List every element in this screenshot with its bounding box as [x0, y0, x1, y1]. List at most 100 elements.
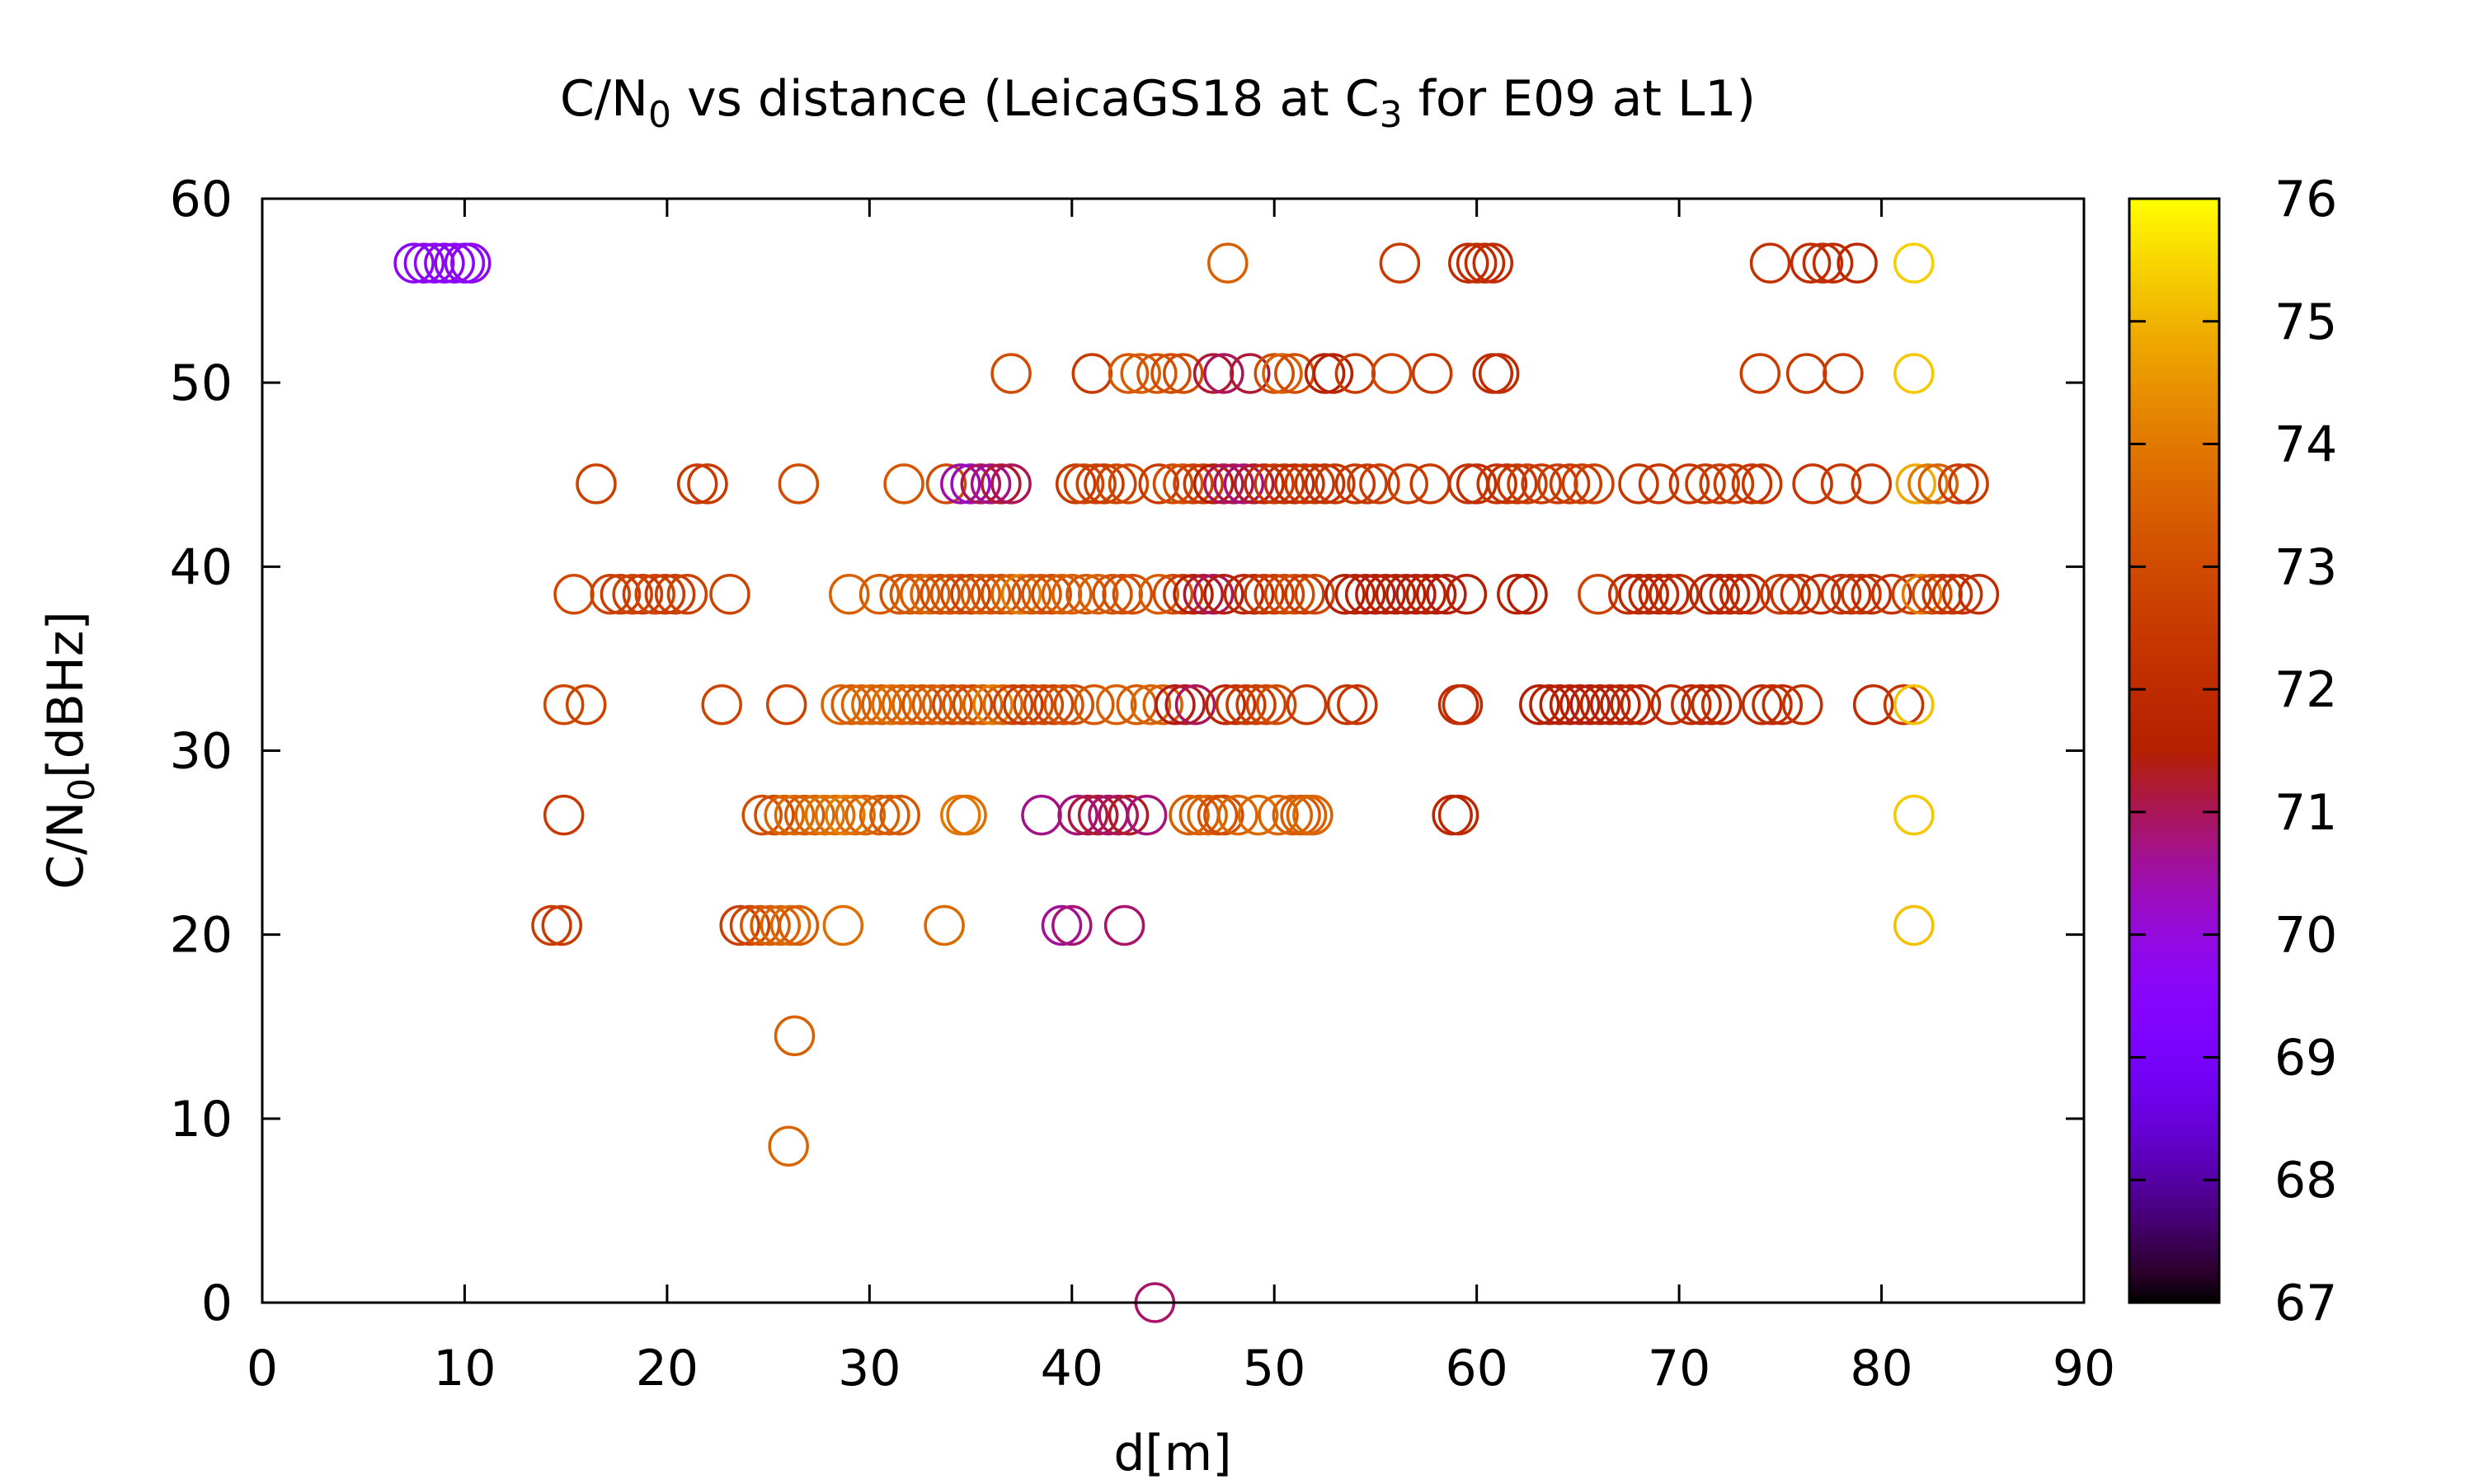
data-point	[851, 683, 892, 726]
data-point	[709, 574, 750, 615]
data-point	[1752, 683, 1793, 726]
data-point	[1938, 463, 1979, 505]
data-point	[1521, 463, 1562, 505]
data-point	[1063, 463, 1105, 505]
data-point	[925, 463, 967, 505]
data-point	[1284, 574, 1325, 615]
data-point	[1739, 353, 1781, 394]
data-point	[1173, 463, 1214, 505]
data-point	[889, 574, 931, 615]
data-point	[1021, 574, 1062, 615]
data-point	[869, 794, 910, 836]
data-point	[1958, 574, 2000, 615]
data-point	[1442, 683, 1484, 726]
data-point	[1529, 683, 1570, 726]
data-point	[1883, 683, 1925, 726]
data-point	[1031, 574, 1072, 615]
data-point	[899, 574, 941, 615]
data-point	[1749, 242, 1791, 284]
data-point	[1638, 574, 1680, 615]
x-tick-label: 50	[1243, 1340, 1305, 1397]
data-point	[821, 683, 862, 726]
data-point	[1108, 463, 1150, 505]
data-point	[1164, 683, 1206, 726]
data-point	[1136, 353, 1178, 394]
data-point	[1103, 904, 1145, 946]
data-point	[1075, 463, 1117, 505]
data-point	[768, 1125, 809, 1167]
data-point	[1820, 463, 1862, 505]
data-point	[1233, 574, 1275, 615]
data-point	[1579, 683, 1621, 726]
data-point	[940, 463, 981, 505]
data-point	[1618, 574, 1659, 615]
data-point	[1689, 574, 1730, 615]
data-point	[835, 794, 876, 836]
data-point	[1292, 794, 1333, 836]
data-point	[1126, 794, 1168, 836]
data-point	[1446, 574, 1488, 615]
data-point	[1258, 794, 1299, 836]
data-point	[1871, 574, 1912, 615]
data-point	[1948, 463, 1989, 505]
data-point	[1304, 353, 1346, 394]
data-point	[1337, 683, 1378, 726]
data-point	[952, 683, 994, 726]
data-points	[393, 242, 2000, 1323]
data-point	[1263, 574, 1305, 615]
data-point	[450, 242, 492, 284]
data-point	[942, 683, 983, 726]
data-point	[1456, 463, 1498, 505]
data-point	[1284, 463, 1325, 505]
data-point	[1237, 794, 1279, 836]
data-point	[960, 574, 1002, 615]
data-point	[1065, 574, 1107, 615]
data-point	[1057, 794, 1098, 836]
data-point	[1573, 463, 1615, 505]
data-point	[940, 574, 981, 615]
data-point	[1837, 242, 1878, 284]
data-point	[1294, 574, 1336, 615]
data-point	[1507, 463, 1548, 505]
data-point	[1852, 683, 1894, 726]
data-point	[1395, 574, 1437, 615]
data-point	[972, 683, 1014, 726]
data-point	[1041, 574, 1083, 615]
data-point	[1183, 574, 1225, 615]
data-point	[1051, 574, 1093, 615]
data-point	[1600, 683, 1641, 726]
data-point	[1053, 683, 1094, 726]
data-point	[1699, 463, 1740, 505]
data-point	[1108, 353, 1150, 394]
data-point	[1084, 463, 1125, 505]
data-point	[1077, 794, 1119, 836]
y-tick-label: 40	[170, 538, 233, 596]
data-point	[644, 574, 686, 615]
data-point	[553, 574, 595, 615]
data-point	[1507, 574, 1548, 615]
data-point	[1537, 463, 1578, 505]
data-point	[1225, 683, 1267, 726]
data-point	[1051, 904, 1093, 946]
data-point	[600, 574, 642, 615]
data-point	[774, 1015, 816, 1057]
data-point	[1649, 574, 1690, 615]
data-point	[970, 463, 1012, 505]
data-point	[1411, 353, 1453, 394]
data-point	[1907, 463, 1949, 505]
data-point	[1671, 683, 1712, 726]
data-point	[1901, 574, 1943, 615]
data-point	[1096, 683, 1137, 726]
data-point	[1719, 574, 1761, 615]
data-point	[1387, 463, 1428, 505]
data-point	[1731, 463, 1773, 505]
data-point	[778, 463, 820, 505]
colorbar-tick-label: 75	[2274, 294, 2337, 351]
data-point	[1074, 683, 1115, 726]
data-point	[1782, 683, 1823, 726]
data-point	[1173, 574, 1214, 615]
data-point	[1235, 683, 1277, 726]
data-point	[1713, 463, 1755, 505]
data-point	[1912, 574, 1953, 615]
data-point	[990, 463, 1032, 505]
